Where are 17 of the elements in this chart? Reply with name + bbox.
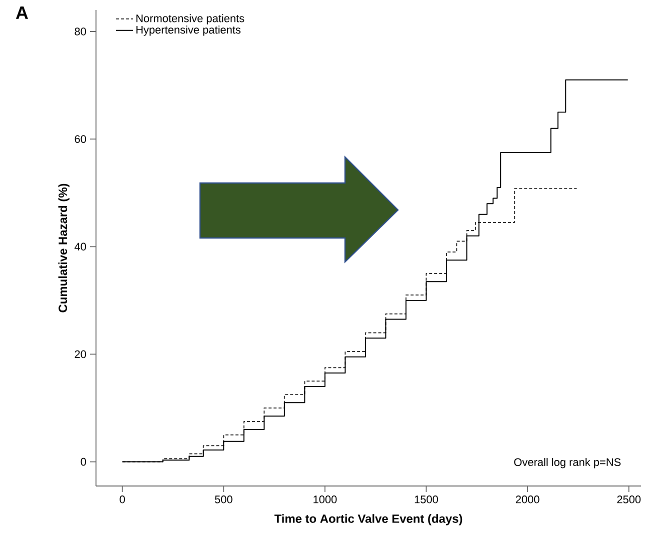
annotation: Overall log rank p=NS [514, 458, 621, 468]
x-tick-label: 1500 [414, 496, 438, 504]
legend-label: Hypertensive patients [136, 26, 240, 36]
y-tick-label: 60 [74, 135, 86, 143]
x-tick-label: 0 [120, 496, 125, 504]
x-tick-label: 2500 [617, 496, 641, 504]
y-tick-label: 40 [74, 242, 86, 251]
y-axis-title: Cumulative Hazard (%) [58, 184, 70, 312]
x-tick-label: 1000 [314, 496, 337, 504]
y-tick-label: 0 [80, 458, 86, 466]
chart-title: A [16, 6, 28, 19]
x-tick-label: 500 [214, 496, 232, 504]
y-tick-label: 80 [74, 28, 86, 36]
x-axis-title: Time to Aortic Valve Event (days) [274, 514, 462, 526]
x-tick-label: 2000 [516, 496, 540, 504]
legend-label: Normotensive patients [136, 14, 244, 24]
y-tick-label: 20 [74, 350, 86, 358]
